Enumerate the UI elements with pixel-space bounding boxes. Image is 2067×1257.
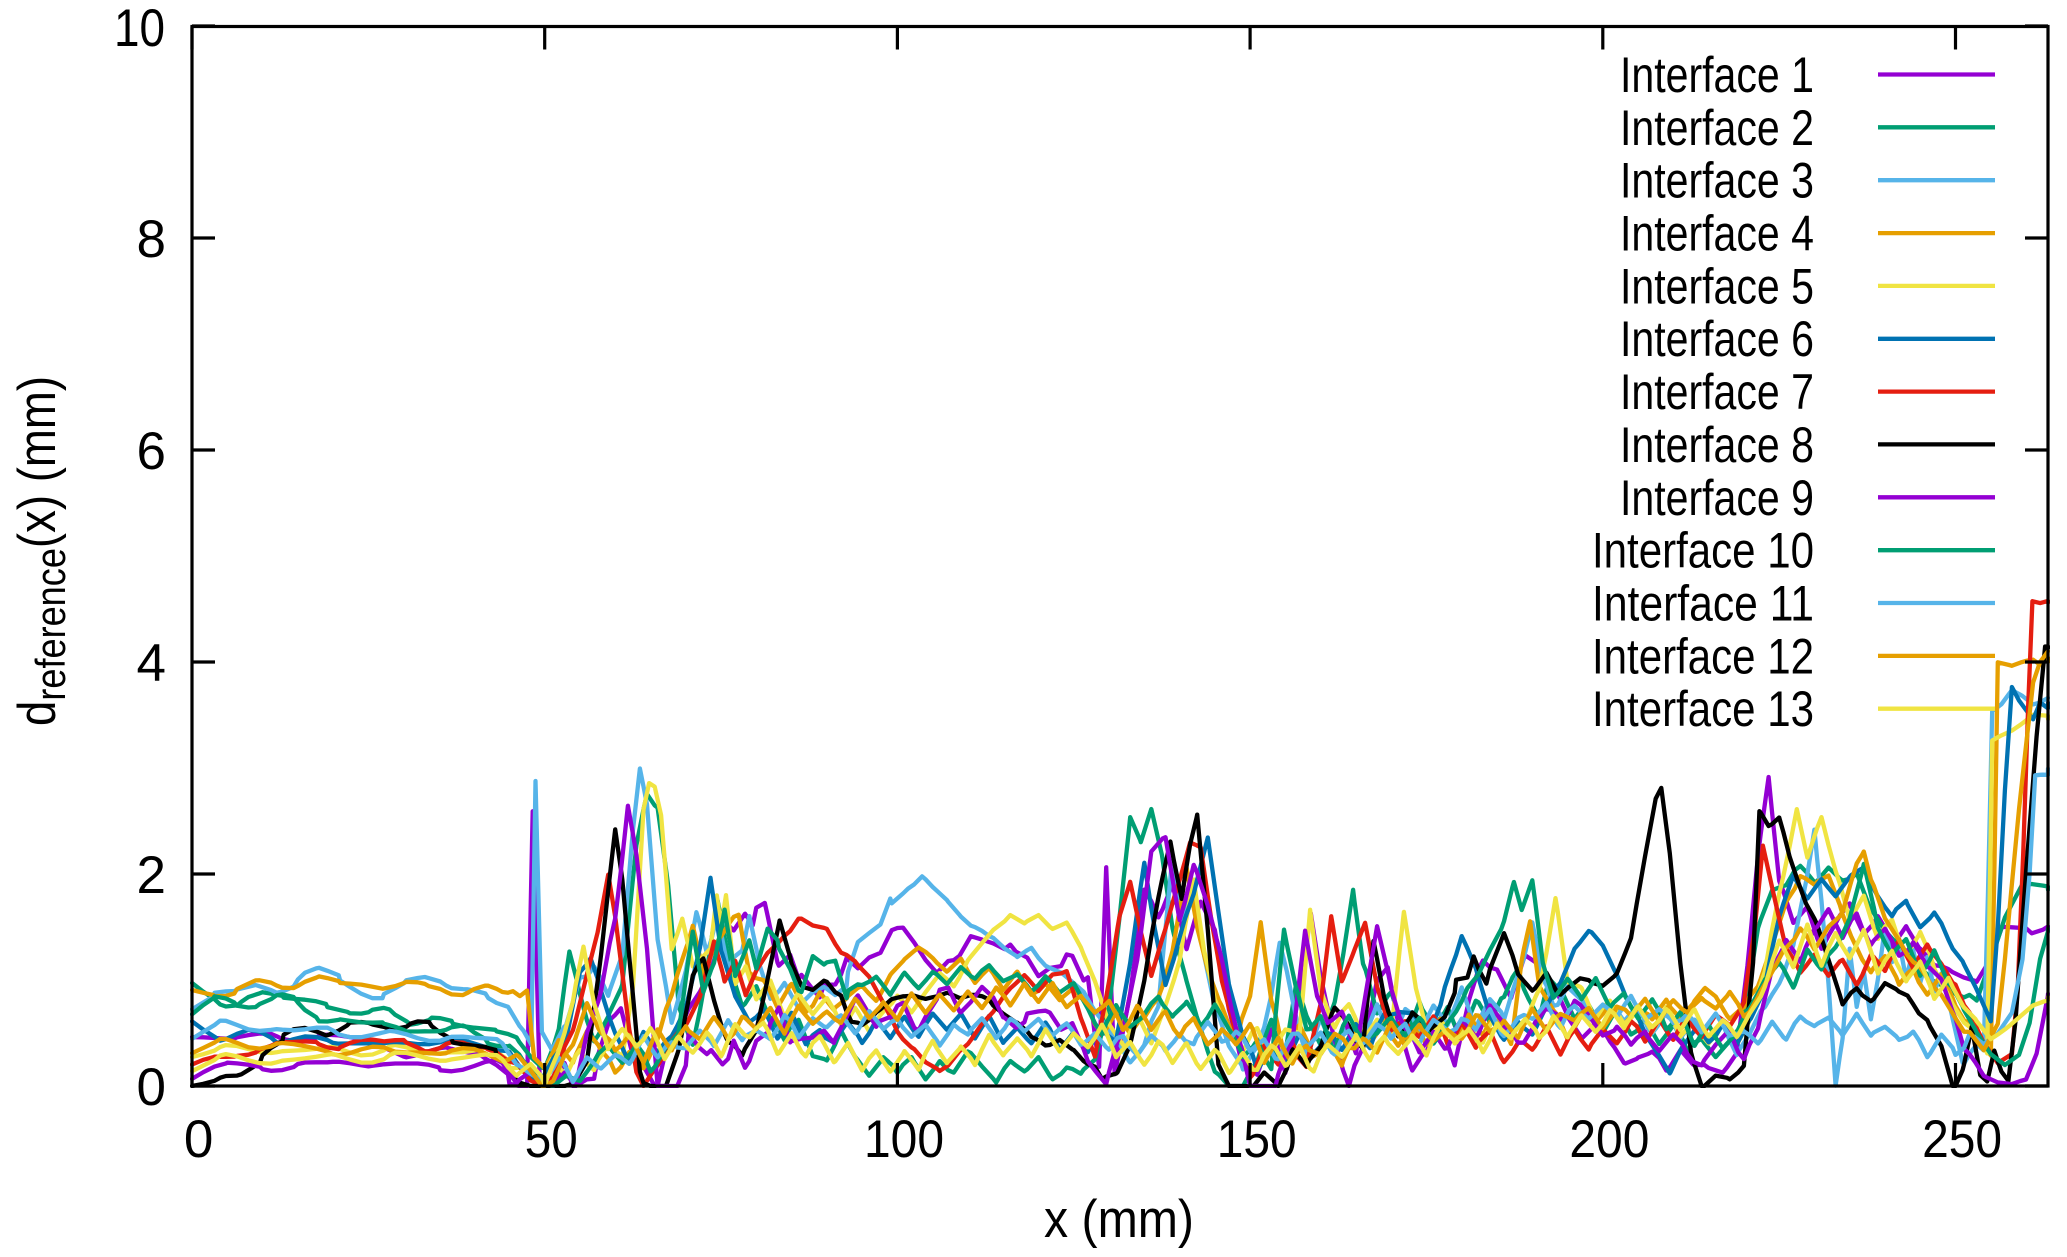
- svg-text:Interface 2: Interface 2: [1620, 100, 1814, 156]
- svg-text:2: 2: [137, 846, 166, 905]
- svg-text:250: 250: [1922, 1110, 2002, 1169]
- svg-text:Interface 5: Interface 5: [1620, 258, 1814, 314]
- svg-text:100: 100: [864, 1110, 944, 1169]
- svg-text:x (mm): x (mm): [1044, 1190, 1194, 1249]
- svg-text:Interface 8: Interface 8: [1620, 417, 1814, 473]
- svg-text:Interface 12: Interface 12: [1592, 628, 1814, 684]
- svg-text:4: 4: [137, 634, 166, 693]
- svg-text:Interface 7: Interface 7: [1620, 364, 1814, 420]
- svg-text:6: 6: [137, 422, 166, 481]
- svg-text:Interface 6: Interface 6: [1620, 311, 1814, 367]
- svg-text:8: 8: [137, 210, 166, 269]
- svg-text:Interface 11: Interface 11: [1592, 576, 1814, 632]
- svg-text:150: 150: [1217, 1110, 1297, 1169]
- svg-text:Interface 10: Interface 10: [1592, 523, 1814, 579]
- svg-text:Interface 3: Interface 3: [1620, 153, 1814, 209]
- svg-text:0: 0: [184, 1110, 213, 1169]
- svg-text:Interface 1: Interface 1: [1620, 47, 1814, 103]
- svg-text:Interface 9: Interface 9: [1620, 470, 1814, 526]
- svg-text:200: 200: [1569, 1110, 1649, 1169]
- svg-text:Interface 4: Interface 4: [1620, 206, 1814, 262]
- svg-text:10: 10: [114, 0, 165, 58]
- svg-text:Interface 13: Interface 13: [1592, 681, 1814, 737]
- svg-text:0: 0: [137, 1058, 166, 1117]
- svg-text:50: 50: [525, 1110, 578, 1169]
